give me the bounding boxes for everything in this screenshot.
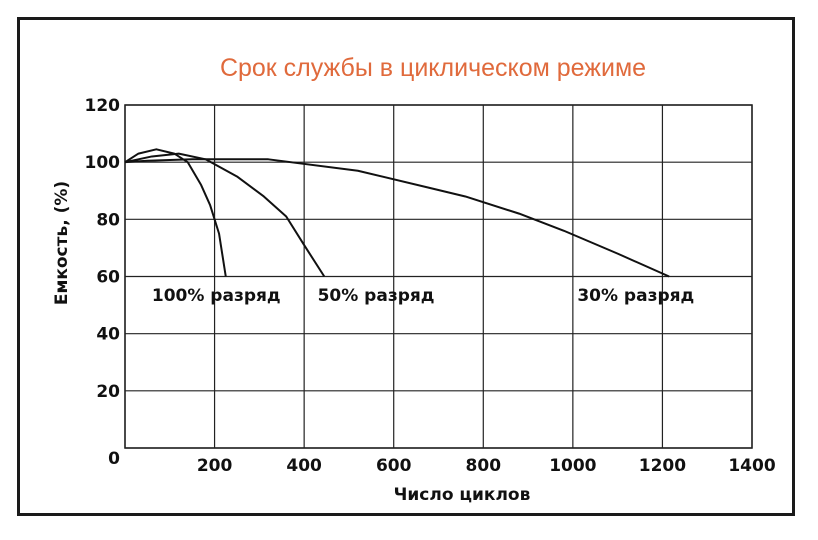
y-tick-label: 20 [96,382,120,402]
x-tick-label: 800 [466,456,502,476]
series-line-1 [124,148,227,277]
x-tick-label: 400 [286,456,322,476]
y-tick-label: 80 [96,210,120,230]
series-label-2: 50% разряд [318,286,435,306]
x-axis-label: Число циклов [394,485,531,505]
x-tick-labels: 200 400 600 800 1000 1200 1400 [197,456,776,476]
series-label-1: 100% разряд [152,286,281,306]
x-tick-label: 600 [376,456,412,476]
x-tick-label: 1000 [549,456,596,476]
y-axis-label: Емкость, (%) [52,181,72,305]
x-tick-label: 1200 [639,456,686,476]
series-lines [124,148,670,278]
y-tick-label: 100 [85,153,121,173]
y-tick-label: 120 [85,96,121,116]
y-tick-labels: 0 20 40 60 80 100 120 [85,96,121,469]
series-label-3: 30% разряд [577,286,694,306]
chart-title: Срок службы в циклическом режиме [220,54,646,82]
x-tick-label: 1400 [728,456,775,476]
series-line-2 [124,152,326,278]
y-tick-label: 40 [96,325,120,345]
x-tick-label: 200 [197,456,233,476]
grid [124,104,753,449]
series-labels: 100% разряд 50% разряд 30% разряд [152,286,694,306]
chart-frame [17,17,795,516]
y-tick-label: 0 [108,449,120,469]
y-tick-label: 60 [96,268,120,288]
series-line-3 [124,158,670,278]
